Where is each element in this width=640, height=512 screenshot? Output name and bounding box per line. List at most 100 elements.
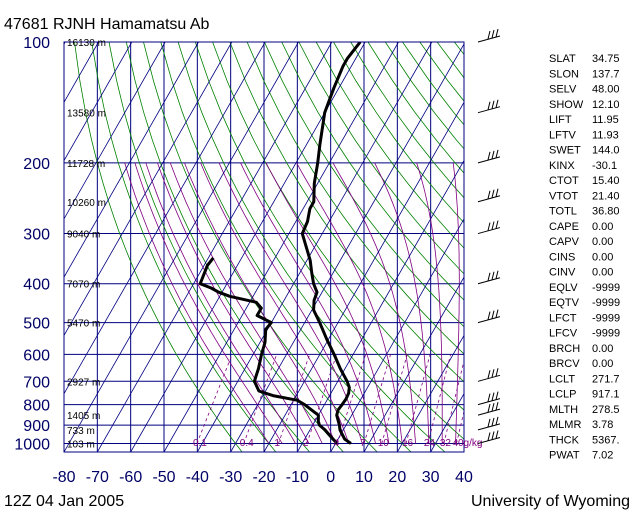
index-label: EQLV bbox=[549, 282, 578, 294]
pressure-tick-label: 900 bbox=[23, 418, 50, 435]
mixing-ratio-line bbox=[278, 354, 311, 444]
index-label: LIFT bbox=[549, 114, 572, 126]
isotherm-line bbox=[64, 42, 133, 162]
moist-adiabat-line bbox=[240, 162, 376, 444]
stability-indices-panel: SLAT 34.75 SLON 137.7 SELV 48.00 SHOW 12.10 LIFT… bbox=[549, 53, 620, 462]
temperature-tick-label: -40 bbox=[186, 469, 209, 486]
pressure-tick-label: 500 bbox=[23, 316, 50, 333]
index-label: LFTV bbox=[549, 129, 577, 141]
isotherm-line bbox=[64, 42, 233, 337]
index-label: THCK bbox=[549, 434, 580, 446]
mixing-ratio-line bbox=[196, 354, 233, 444]
mixing-ratio-label: 10 bbox=[378, 438, 390, 449]
moist-adiabat-line bbox=[169, 162, 323, 444]
skewed-isotherms bbox=[64, 42, 464, 452]
moist-adiabat-line bbox=[374, 162, 430, 444]
temperature-tick-label: -50 bbox=[152, 469, 175, 486]
mixing-ratio-label: 16 bbox=[402, 438, 414, 449]
moist-adiabat-line bbox=[265, 162, 390, 444]
index-label: LFCT bbox=[549, 312, 577, 324]
index-label: CINV bbox=[549, 267, 576, 279]
isotherm-line bbox=[263, 101, 464, 452]
pressure-tick-label: 600 bbox=[23, 347, 50, 364]
dry-adiabat-line bbox=[212, 42, 464, 411]
temperature-tick-label: 20 bbox=[388, 469, 406, 486]
mixing-ratio-label: 4 bbox=[334, 438, 340, 449]
wind-barb bbox=[477, 149, 501, 164]
index-value: 271.7 bbox=[592, 373, 620, 385]
index-value: 0.00 bbox=[592, 267, 613, 279]
pressure-tick-label: 700 bbox=[23, 374, 50, 391]
isotherm-line bbox=[64, 42, 166, 220]
index-label: CTOT bbox=[549, 175, 579, 187]
height-label: 5470 m bbox=[67, 319, 100, 330]
pressure-tick-label: 400 bbox=[23, 277, 50, 294]
mixing-ratio-line bbox=[243, 354, 278, 444]
index-value: 36.80 bbox=[592, 206, 620, 218]
plot-frame bbox=[63, 41, 465, 453]
temperature-tick-label: -80 bbox=[52, 469, 75, 486]
wind-barb bbox=[477, 270, 501, 285]
moist-adiabat-line bbox=[145, 162, 296, 444]
temperature-profile-line bbox=[300, 42, 362, 445]
mixing-ratio-label: 40g/kg bbox=[452, 438, 482, 449]
moist-adiabat-line bbox=[134, 162, 283, 444]
index-value: 144.0 bbox=[592, 145, 620, 157]
height-label: 16130 m bbox=[67, 38, 106, 49]
isotherm-line bbox=[296, 159, 464, 452]
dry-adiabat-line bbox=[281, 42, 464, 301]
dry-adiabat-line bbox=[298, 42, 464, 275]
moist-adiabat-line bbox=[184, 162, 336, 444]
data-source: University of Wyoming bbox=[471, 493, 630, 510]
index-value: -9999 bbox=[592, 312, 620, 324]
wind-barb bbox=[477, 188, 501, 203]
mixing-ratio-label: 24 bbox=[424, 438, 436, 449]
temperature-tick-label: -30 bbox=[219, 469, 242, 486]
index-value: -30.1 bbox=[592, 160, 617, 172]
moist-adiabat-line bbox=[452, 162, 460, 444]
index-value: 3.78 bbox=[592, 419, 613, 431]
dry-adiabat-line bbox=[229, 42, 464, 383]
index-label: SELV bbox=[549, 84, 577, 96]
index-label: BRCH bbox=[549, 343, 580, 355]
index-label: CAPV bbox=[549, 236, 580, 248]
index-value: -9999 bbox=[592, 328, 620, 340]
wind-barb bbox=[477, 220, 501, 235]
temperature-tick-label: 40 bbox=[455, 469, 473, 486]
index-label: SLAT bbox=[549, 53, 576, 65]
mixing-ratio-label: 1 bbox=[274, 438, 280, 449]
mixing-ratio-line bbox=[306, 354, 338, 444]
pressure-tick-label: 300 bbox=[23, 227, 50, 244]
index-label: KINX bbox=[549, 160, 575, 172]
mixing-ratio-label: 0.1 bbox=[193, 438, 207, 449]
index-label: LCLT bbox=[549, 373, 575, 385]
mixing-ratio-label: 32 bbox=[440, 438, 452, 449]
index-label: EQTV bbox=[549, 297, 580, 309]
index-value: 48.00 bbox=[592, 84, 620, 96]
dry-adiabat-line bbox=[194, 42, 464, 440]
height-label: 10260 m bbox=[67, 198, 106, 209]
dry-adiabat-line bbox=[125, 42, 344, 452]
isotherm-line bbox=[196, 42, 433, 452]
dewpoint-profile-line bbox=[198, 256, 339, 445]
index-label: LFCV bbox=[549, 328, 578, 340]
index-value: 917.1 bbox=[592, 389, 620, 401]
index-value: 15.40 bbox=[592, 175, 620, 187]
index-value: -9999 bbox=[592, 297, 620, 309]
index-value: 0.00 bbox=[592, 343, 613, 355]
temperature-tick-label: -10 bbox=[286, 469, 309, 486]
dry-adiabat-line bbox=[160, 42, 412, 452]
moist-adiabat-line bbox=[124, 162, 270, 444]
wind-barb bbox=[477, 309, 501, 324]
observation-time: 12Z 04 Jan 2005 bbox=[4, 493, 124, 510]
isotherm-line bbox=[96, 42, 333, 452]
mixing-ratio-label: 0.4 bbox=[240, 438, 254, 449]
dry-adiabat-line bbox=[333, 42, 464, 224]
temperature-tick-label: 30 bbox=[422, 469, 440, 486]
index-value: 137.7 bbox=[592, 68, 620, 80]
index-value: 7.02 bbox=[592, 450, 613, 462]
isotherm-line bbox=[396, 334, 464, 452]
sounding-profiles bbox=[198, 42, 362, 445]
wind-barb bbox=[477, 391, 501, 406]
